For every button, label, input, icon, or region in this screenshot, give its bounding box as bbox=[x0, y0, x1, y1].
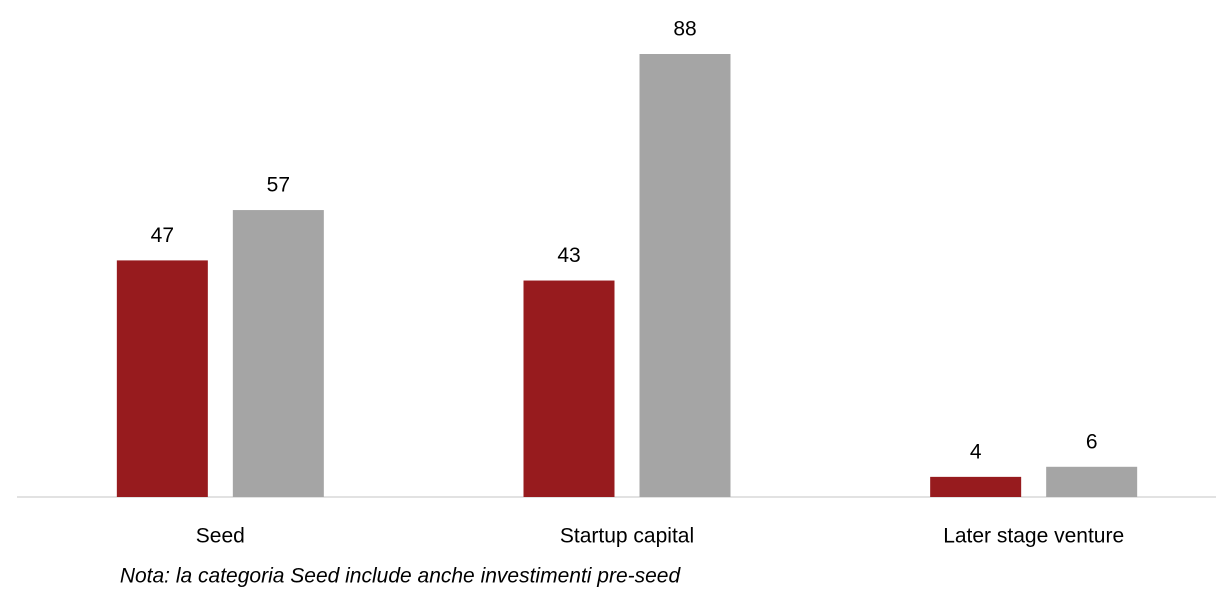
bar bbox=[930, 476, 1022, 497]
data-label: 6 bbox=[1086, 430, 1098, 453]
bar bbox=[232, 210, 324, 497]
bar bbox=[639, 54, 731, 497]
x-tick-label: Later stage venture bbox=[943, 525, 1124, 548]
data-label: 57 bbox=[267, 174, 290, 197]
data-label: 88 bbox=[673, 18, 696, 41]
x-tick-label: Startup capital bbox=[560, 525, 694, 548]
bar bbox=[523, 280, 615, 497]
bar bbox=[116, 260, 208, 497]
data-label: 43 bbox=[557, 244, 580, 267]
x-tick-label: Seed bbox=[196, 525, 245, 548]
data-label: 47 bbox=[151, 224, 174, 247]
data-label: 4 bbox=[970, 440, 982, 463]
chart-note: Nota: la categoria Seed include anche in… bbox=[120, 565, 682, 588]
bar bbox=[1046, 466, 1138, 497]
